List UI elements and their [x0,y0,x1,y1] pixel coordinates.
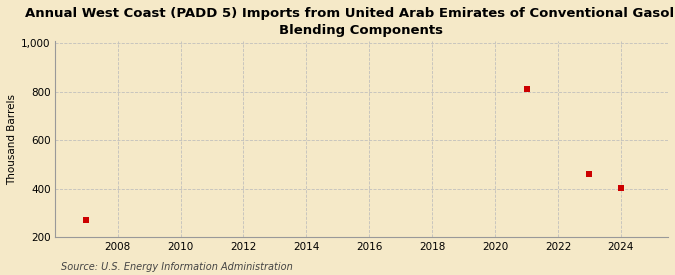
Title: Annual West Coast (PADD 5) Imports from United Arab Emirates of Conventional Gas: Annual West Coast (PADD 5) Imports from … [26,7,675,37]
Text: Source: U.S. Energy Information Administration: Source: U.S. Energy Information Administ… [61,262,292,272]
Y-axis label: Thousand Barrels: Thousand Barrels [7,94,17,185]
